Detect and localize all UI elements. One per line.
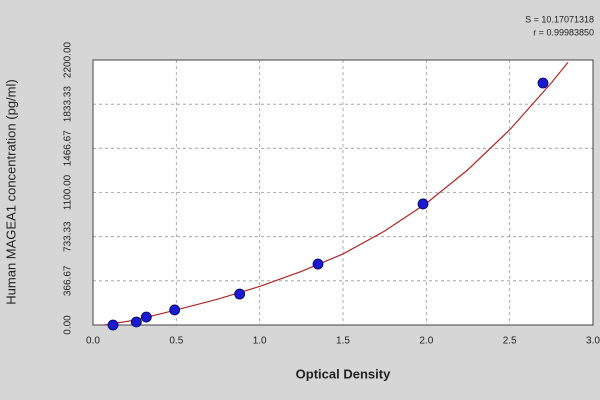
- plot-frame: [92, 59, 594, 326]
- x-tick-label: 1.0: [253, 336, 267, 347]
- y-axis-label: Human MAGEA1 concentration (pg/ml): [3, 79, 18, 304]
- annotation: r = 0.99983850: [533, 27, 594, 37]
- x-tick-label: 0.5: [169, 336, 183, 347]
- x-tick-label: 1.5: [336, 336, 350, 347]
- y-tick-label: 1833.33: [63, 86, 74, 123]
- y-tick-label: 2200.00: [63, 41, 74, 78]
- data-point: [130, 316, 142, 328]
- y-tick-label: 0.00: [63, 315, 74, 335]
- x-tick-label: 2.5: [503, 336, 517, 347]
- x-axis-label: Optical Density: [296, 366, 391, 381]
- y-tick-label: 733.33: [63, 221, 74, 252]
- data-point: [417, 198, 429, 210]
- data-point: [169, 304, 181, 316]
- data-point: [140, 311, 152, 323]
- y-tick-label: 366.67: [63, 265, 74, 296]
- data-point: [107, 319, 119, 331]
- y-tick-label: 1100.00: [63, 174, 74, 210]
- x-tick-label: 2.0: [419, 336, 433, 347]
- annotation: S = 10.17071318: [525, 14, 594, 24]
- data-point: [312, 258, 324, 270]
- x-tick-label: 0.0: [86, 336, 100, 347]
- data-point: [234, 288, 246, 300]
- data-point: [537, 77, 549, 89]
- x-tick-label: 3.0: [586, 336, 600, 347]
- y-tick-label: 1466.67: [63, 130, 74, 167]
